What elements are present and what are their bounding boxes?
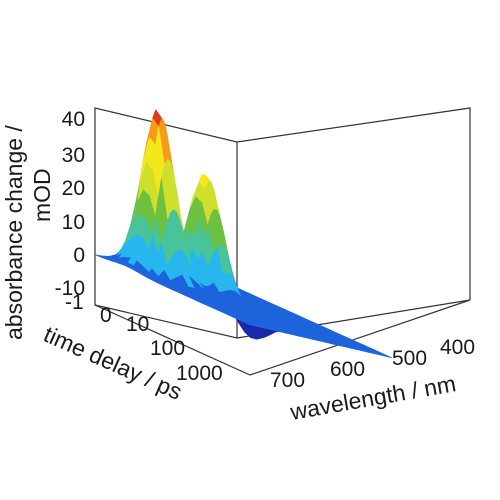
- y-axis-title: time delay / ps: [40, 321, 186, 405]
- z-tick-label: 20: [62, 177, 85, 200]
- z-tick-label: 10: [62, 211, 85, 234]
- y-tick-label: 10: [126, 313, 149, 336]
- z-axis: 40 30 20 10 0 -10: [55, 108, 85, 300]
- z-axis-title-line1: absorbance change /: [1, 125, 27, 340]
- x-axis: 700 600 500 400: [270, 336, 475, 392]
- x-tick-label: 500: [392, 347, 427, 370]
- y-tick-label: 0: [100, 304, 112, 327]
- back-right-wall: [236, 107, 471, 300]
- z-axis-title: absorbance change / mOD: [1, 125, 55, 340]
- y-axis: -1 0 10 100 1000: [65, 291, 223, 385]
- z-tick-label: 40: [62, 108, 85, 131]
- x-tick-label: 400: [440, 336, 475, 359]
- y-tick-label: 1000: [176, 362, 223, 385]
- z-tick-label: 0: [73, 244, 85, 267]
- z-tick-label: 30: [62, 144, 85, 167]
- x-tick-label: 700: [270, 369, 305, 392]
- x-tick-label: 600: [330, 358, 365, 381]
- floor-front-edges: [94, 299, 471, 376]
- surface-patch: [243, 321, 254, 326]
- y-tick-label: -1: [65, 291, 84, 314]
- surface-mesh: [94, 109, 393, 359]
- z-tick-label: -10: [55, 277, 85, 300]
- y-tick-label: 100: [150, 337, 185, 360]
- x-axis-title: wavelength / nm: [287, 370, 457, 425]
- z-axis-title-line2: mOD: [29, 168, 55, 222]
